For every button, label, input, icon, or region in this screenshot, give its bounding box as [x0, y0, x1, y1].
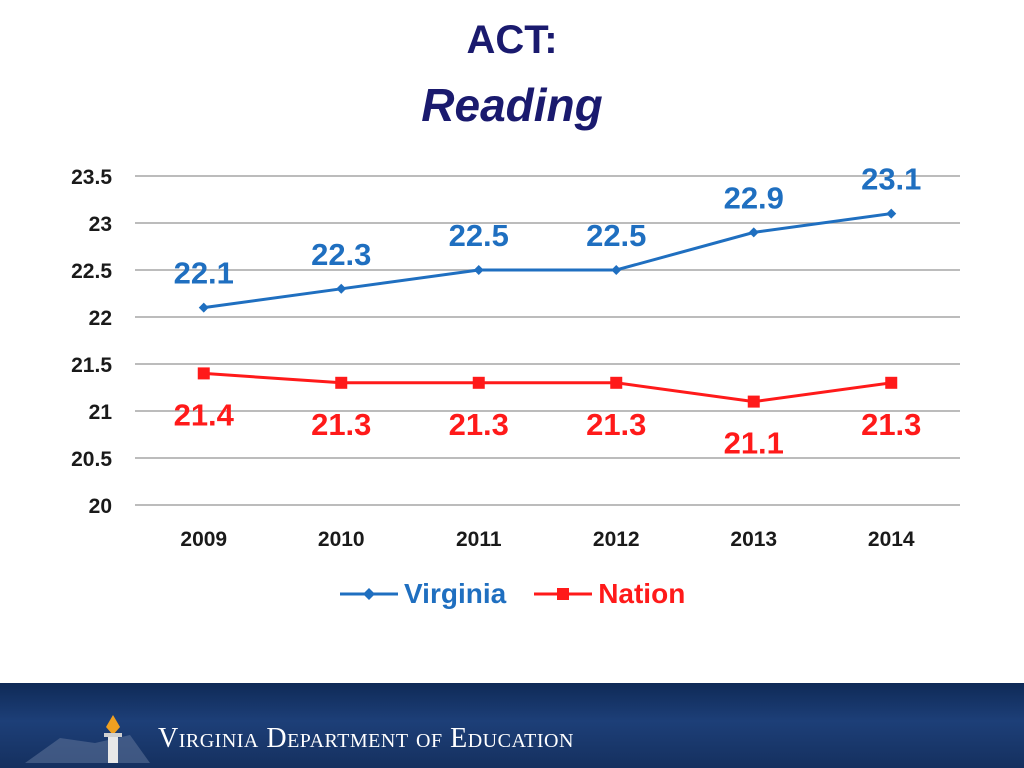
legend-nation-marker-icon [534, 588, 593, 600]
data-label-virginia: 22.5 [586, 218, 646, 253]
data-label-nation: 21.3 [311, 407, 371, 442]
series-line-virginia [203, 212, 892, 310]
data-point-virginia [611, 265, 622, 275]
x-tick-label: 2010 [318, 528, 365, 551]
data-point-virginia [748, 227, 759, 238]
data-point-nation [197, 367, 210, 380]
legend-virginia-marker-icon [340, 588, 398, 600]
y-tick-label: 22.5 [71, 260, 112, 283]
y-tick-label: 20 [89, 495, 112, 518]
y-tick-label: 21.5 [71, 354, 112, 377]
footer-banner: Virginia Department of Education [0, 683, 1024, 768]
y-tick-label: 20.5 [71, 448, 112, 471]
data-point-nation [610, 376, 623, 389]
page-title: ACT: [466, 18, 558, 62]
page-subtitle: Reading [421, 79, 603, 131]
legend-item-virginia[interactable]: Virginia [340, 578, 506, 610]
data-label-nation: 21.3 [449, 407, 509, 442]
data-label-nation: 21.1 [724, 426, 784, 461]
line-chart: 20 20.5 21 21.5 22 22.5 23 23.5 2009 2010 2011 2012… [71, 162, 960, 551]
x-tick-label: 2009 [180, 528, 227, 551]
data-point-virginia [198, 302, 209, 313]
torch-icon [25, 715, 150, 763]
x-tick-label: 2014 [868, 528, 915, 551]
data-point-virginia [336, 283, 347, 294]
x-tick-label: 2013 [730, 528, 777, 551]
data-point-virginia [886, 208, 897, 219]
chart-legend: Virginia Nation [340, 578, 685, 610]
data-label-virginia: 22.9 [724, 180, 784, 215]
x-tick-label: 2011 [456, 528, 502, 551]
data-label-virginia: 23.1 [861, 162, 921, 197]
data-point-virginia [473, 265, 484, 275]
y-tick-label: 23.5 [71, 166, 112, 189]
y-tick-label: 23 [89, 213, 112, 236]
x-tick-label: 2012 [593, 528, 640, 551]
series-line-nation [203, 371, 892, 404]
data-label-nation: 21.3 [586, 407, 646, 442]
data-label-nation: 21.4 [174, 397, 235, 432]
data-label-nation: 21.3 [861, 407, 921, 442]
data-label-virginia: 22.3 [311, 237, 371, 272]
legend-label-nation: Nation [598, 578, 686, 609]
data-point-nation [747, 395, 760, 408]
footer-organization-name: Virginia Department of Education [158, 723, 574, 754]
legend-item-nation[interactable]: Nation [534, 578, 685, 610]
data-point-nation [885, 376, 898, 389]
data-point-nation [472, 376, 485, 389]
data-label-virginia: 22.5 [449, 218, 509, 253]
legend-label-virginia: Virginia [404, 578, 507, 609]
y-tick-label: 22 [89, 307, 112, 330]
y-tick-label: 21 [89, 401, 113, 424]
data-label-virginia: 22.1 [174, 256, 234, 291]
data-point-nation [335, 376, 348, 389]
